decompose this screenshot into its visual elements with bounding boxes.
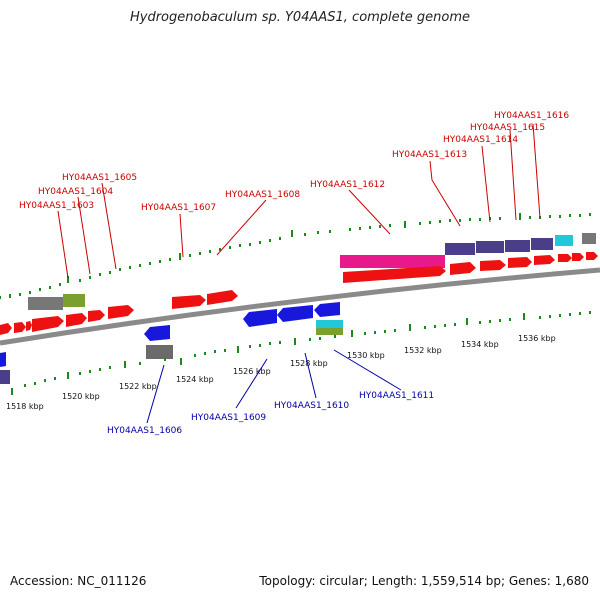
gene-red-arrow[interactable] [558,254,572,262]
gene-olive-block[interactable] [316,328,343,335]
gene-blue-arrow[interactable] [277,305,313,322]
gene-red-arrow[interactable] [66,313,87,327]
gene-red-arrow[interactable] [88,310,105,322]
gene-1613-block[interactable] [445,243,475,255]
gene-1615-block[interactable] [505,240,530,252]
reverse-row [0,302,340,367]
tick-label: 1532 kbp [404,346,442,355]
gene-red-arrow[interactable] [207,290,238,305]
gene-red-arrow[interactable] [14,322,26,333]
genome-backbone [0,267,600,346]
tick-label: 1520 kbp [62,392,100,401]
gene-purple-block[interactable] [0,370,10,384]
gene-red-arrow[interactable] [0,323,12,335]
gene-cyan-block[interactable] [555,235,573,246]
gene-grey-block[interactable] [582,233,596,244]
gene-red-arrow[interactable] [586,252,598,260]
tick-label: 1530 kbp [347,351,385,360]
gene-label-1605[interactable]: HY04AAS1_1605 [62,173,137,183]
gene-1616-block[interactable] [531,238,553,250]
gene-blue-arrow[interactable] [243,309,277,327]
tick-label: 1536 kbp [518,334,556,343]
forward-outer-row [340,233,596,268]
tick-labels: 1518 kbp 1520 kbp 1522 kbp 1524 kbp 1526… [6,334,556,411]
tick-label: 1524 kbp [176,375,214,384]
gene-label-1615[interactable]: HY04AAS1_1615 [470,123,545,133]
forward-gene-labels: HY04AAS1_1603 HY04AAS1_1604 HY04AAS1_160… [19,111,569,213]
tick-label: 1528 kbp [290,359,328,368]
gene-blue-arrow[interactable] [144,325,170,341]
forward-misc-row [28,294,85,310]
reverse-leaders [146,349,402,424]
gene-grey-block[interactable] [146,345,173,359]
gene-label-1606[interactable]: HY04AAS1_1606 [107,426,182,436]
gene-olive-block[interactable] [63,294,85,307]
forward-inner-row [0,252,598,335]
gene-1614-block[interactable] [476,241,504,253]
gene-label-1616[interactable]: HY04AAS1_1616 [494,111,569,121]
gene-red-arrow[interactable] [572,253,584,261]
gene-label-1608[interactable]: HY04AAS1_1608 [225,190,300,200]
gene-label-1613[interactable]: HY04AAS1_1613 [392,150,467,160]
gene-cyan-block[interactable] [316,320,343,328]
forward-leaders [57,123,541,279]
outer-tick-ring [0,213,591,299]
reverse-misc-row [0,320,343,384]
accession-label: Accession: NC_011126 [10,574,147,588]
tick-label: 1518 kbp [6,402,44,411]
gene-red-arrow[interactable] [32,316,64,332]
gene-red-arrow[interactable] [450,262,476,275]
tick-label: 1534 kbp [461,340,499,349]
gene-blue-arrow[interactable] [314,302,340,317]
gene-blue-arrow[interactable] [0,352,6,367]
reverse-gene-labels: HY04AAS1_1606 HY04AAS1_1609 HY04AAS1_161… [107,391,434,436]
gene-red-arrow[interactable] [343,266,446,283]
gene-label-1603[interactable]: HY04AAS1_1603 [19,201,94,211]
gene-label-1614[interactable]: HY04AAS1_1614 [443,135,518,145]
map-title: Hydrogenobaculum sp. Y04AAS1, complete g… [129,10,471,25]
gene-label-1610[interactable]: HY04AAS1_1610 [274,401,349,411]
tick-label: 1526 kbp [233,367,271,376]
gene-label-1611[interactable]: HY04AAS1_1611 [359,391,434,401]
gene-grey-block[interactable] [28,297,63,310]
gene-red-arrow[interactable] [480,260,506,271]
inner-tick-ring [11,311,591,395]
genome-summary: Topology: circular; Length: 1,559,514 bp… [259,574,589,588]
gene-1612-block[interactable] [340,255,445,268]
gene-red-arrow[interactable] [26,321,32,331]
gene-red-arrow[interactable] [508,257,532,268]
gene-label-1609[interactable]: HY04AAS1_1609 [191,413,266,423]
gene-red-arrow[interactable] [108,305,134,319]
tick-label: 1522 kbp [119,382,157,391]
gene-label-1604[interactable]: HY04AAS1_1604 [38,187,113,197]
gene-red-arrow[interactable] [534,255,555,265]
gene-red-arrow[interactable] [172,295,206,309]
gene-label-1612[interactable]: HY04AAS1_1612 [310,180,385,190]
gene-label-1607[interactable]: HY04AAS1_1607 [141,203,216,213]
